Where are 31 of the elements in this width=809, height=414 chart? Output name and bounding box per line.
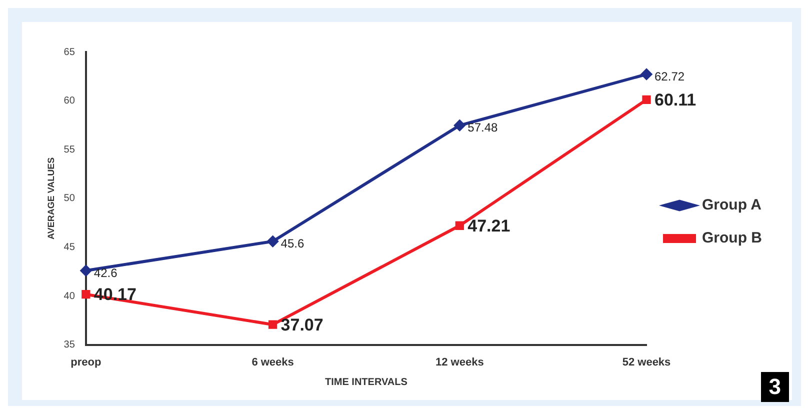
- y-axis-title: AVERAGE VALUES: [46, 157, 56, 240]
- x-tick-label: 52 weeks: [622, 356, 671, 368]
- x-tick-label: 6 weeks: [252, 356, 294, 368]
- y-tick-label: 45: [64, 242, 76, 253]
- y-tick-label: 60: [64, 96, 76, 107]
- text: 3: [760, 372, 789, 402]
- point: [80, 265, 92, 276]
- data-label: 45.6: [280, 236, 304, 251]
- y-tick-label: 50: [64, 193, 76, 204]
- y-tick-label: 40: [64, 290, 76, 302]
- x-tick-label: 12 weeks: [435, 356, 484, 368]
- point: [641, 68, 652, 80]
- legend-label: Group A: [702, 196, 762, 214]
- point: [454, 120, 466, 131]
- y-tick-label: 55: [64, 144, 76, 156]
- legend-label: Group B: [702, 230, 762, 247]
- data-label: 60.11: [654, 90, 696, 110]
- data-label: 62.72: [654, 70, 685, 84]
- x-axis-title: TIME INTERVALS: [325, 376, 408, 388]
- point: [455, 221, 464, 230]
- data-label: 47.21: [468, 216, 510, 236]
- data-label: 37.07: [280, 315, 324, 334]
- x-tick-label: preop: [70, 356, 102, 368]
- point: [268, 320, 278, 329]
- point: [82, 290, 90, 299]
- y-tick-label: 65: [64, 46, 76, 58]
- point: [642, 95, 651, 104]
- data-label: 57.48: [468, 120, 498, 135]
- point: [267, 236, 278, 247]
- y-tick-label: 35: [64, 340, 76, 351]
- data-label: 42.6: [94, 266, 118, 280]
